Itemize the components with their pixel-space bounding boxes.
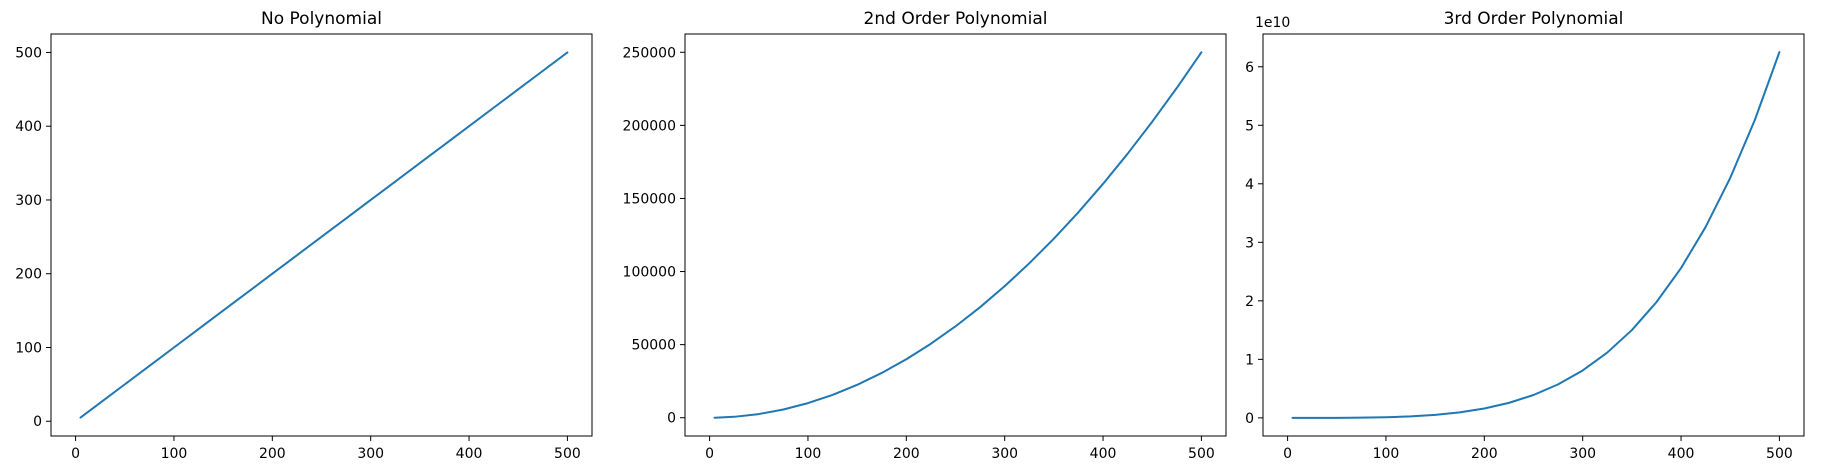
chart-2-y-tick-label: 150000 bbox=[623, 191, 676, 207]
chart-3-y-tick-label: 6 bbox=[1245, 60, 1254, 76]
chart-2-y-tick-label: 100000 bbox=[623, 265, 676, 281]
chart-1-title: No Polynomial bbox=[261, 9, 382, 29]
chart-3-x-tick-label: 300 bbox=[1569, 446, 1596, 462]
chart-3-y-tick-label: 4 bbox=[1245, 177, 1254, 193]
chart-3-y-tick-label: 3 bbox=[1245, 235, 1254, 251]
chart-2: 0 100 200 300 400 500 0 50000 100000 150000 200000… bbox=[623, 9, 1227, 462]
chart-1-y-tick-label: 200 bbox=[15, 267, 42, 283]
chart-2-x-tick-label: 200 bbox=[893, 446, 920, 462]
chart-1-x-tick-label: 200 bbox=[259, 446, 286, 462]
chart-2-series-line bbox=[713, 51, 1203, 419]
chart-2-y-tick-label: 200000 bbox=[623, 118, 676, 134]
chart-2-x-tick-label: 0 bbox=[705, 446, 714, 462]
chart-3-x-tick-label: 100 bbox=[1373, 446, 1400, 462]
chart-3-title: 3rd Order Polynomial bbox=[1444, 9, 1624, 29]
chart-2-y-tick-label: 250000 bbox=[623, 45, 676, 61]
chart-1-y-tick-label: 500 bbox=[15, 45, 42, 61]
chart-1-x-tick-label: 100 bbox=[161, 446, 188, 462]
chart-3-y-tick-label: 1 bbox=[1245, 352, 1254, 368]
chart-3-y-tick-label: 5 bbox=[1245, 118, 1254, 134]
chart-1-x-tick-label: 300 bbox=[357, 446, 384, 462]
chart-3-y-tick-label: 2 bbox=[1245, 294, 1254, 310]
chart-2-y-tick-label: 0 bbox=[667, 411, 676, 427]
chart-3-series-line bbox=[1291, 51, 1781, 419]
chart-2-axes-frame bbox=[684, 33, 1227, 437]
chart-2-title: 2nd Order Polynomial bbox=[864, 9, 1048, 29]
chart-2-x-tick-label: 300 bbox=[991, 446, 1018, 462]
chart-2-x-tick-label: 400 bbox=[1090, 446, 1117, 462]
chart-2-y-tick-label: 50000 bbox=[631, 338, 676, 354]
chart-3-offset-label: 1e10 bbox=[1255, 15, 1290, 31]
chart-3-axes-frame bbox=[1262, 33, 1805, 437]
chart-2-x-tick-label: 500 bbox=[1188, 446, 1215, 462]
chart-1-axes-frame bbox=[50, 33, 593, 437]
chart-1-y-tick-label: 100 bbox=[15, 340, 42, 356]
chart-1-x-tick-label: 500 bbox=[554, 446, 581, 462]
chart-3-x-tick-label: 0 bbox=[1283, 446, 1292, 462]
chart-1-x-tick-label: 400 bbox=[456, 446, 483, 462]
chart-3-x-tick-label: 500 bbox=[1766, 446, 1793, 462]
chart-1-series-line bbox=[79, 51, 569, 419]
chart-3-y-tick-label: 0 bbox=[1245, 411, 1254, 427]
chart-3-x-tick-label: 400 bbox=[1668, 446, 1695, 462]
chart-3-x-tick-label: 200 bbox=[1471, 446, 1498, 462]
chart-1-y-tick-label: 400 bbox=[15, 119, 42, 135]
chart-3: 0 100 200 300 400 500 0 1 2 3 4 5 6 3rd Order Polynom… bbox=[1245, 9, 1805, 462]
chart-1: 0 100 200 300 400 500 0 100 200 300 400 500 No Polyn… bbox=[15, 9, 593, 462]
chart-1-y-tick-label: 0 bbox=[33, 414, 42, 430]
chart-1-x-tick-label: 0 bbox=[71, 446, 80, 462]
chart-1-y-tick-label: 300 bbox=[15, 193, 42, 209]
chart-2-x-tick-label: 100 bbox=[795, 446, 822, 462]
